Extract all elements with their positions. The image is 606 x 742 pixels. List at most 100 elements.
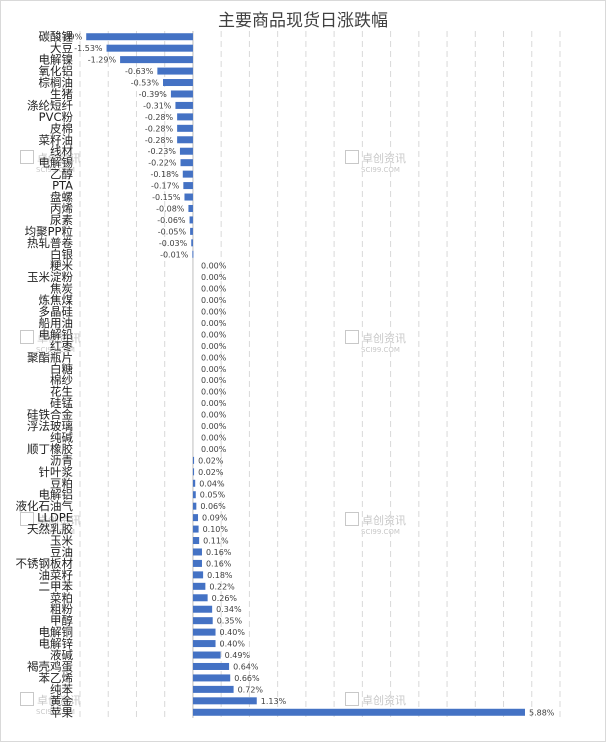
category-label: 菜粕 (50, 591, 73, 605)
bar (192, 628, 216, 636)
bar (175, 101, 193, 109)
data-label: -1.53% (74, 44, 103, 53)
bar (192, 651, 221, 659)
watermark-name: 卓创资讯 (37, 332, 81, 345)
data-label: 0.00% (201, 399, 227, 408)
category-label: 沥青 (50, 453, 73, 467)
bar (192, 514, 199, 522)
bar (192, 674, 231, 682)
category-label: 热轧普卷 (27, 236, 73, 250)
category-label: 豆粕 (50, 476, 73, 490)
data-label: -0.22% (148, 159, 177, 168)
data-label: 0.40% (220, 640, 246, 649)
bar (192, 640, 216, 648)
bar (192, 571, 204, 579)
bar (192, 537, 200, 545)
category-label: 玉米淀粉 (27, 270, 73, 284)
category-label: 液化石油气 (16, 499, 74, 513)
category-label: 天然乳胶 (27, 522, 73, 536)
watermark-name: 卓创资讯 (362, 694, 406, 707)
watermark-site: SCI99.COM (36, 166, 75, 174)
category-label: 玉米 (50, 534, 73, 548)
category-label: 棉纱 (50, 373, 73, 387)
category-label: 油菜籽 (39, 568, 74, 582)
category-label: 电解锌 (39, 637, 74, 651)
category-label: 纯碱 (50, 430, 73, 444)
watermark-name: 卓创资讯 (362, 152, 406, 165)
category-label: 纯苯 (50, 682, 73, 696)
category-label: 尿素 (50, 213, 73, 227)
bar (177, 113, 193, 121)
bar (183, 182, 193, 190)
category-label: 大豆 (50, 41, 73, 55)
data-label: 0.00% (201, 342, 227, 351)
category-label: 菜籽油 (39, 133, 74, 147)
category-label: PVC粉 (39, 110, 74, 124)
watermark-site: SCI99.COM (361, 346, 400, 354)
category-label: 炼焦煤 (39, 293, 74, 307)
bar (106, 44, 193, 52)
data-label: 0.49% (225, 651, 251, 660)
watermark-site: SCI99.COM (36, 708, 75, 716)
category-label: 均聚PP粒 (25, 224, 73, 238)
category-label: 乙醇 (50, 167, 73, 181)
data-label: 0.16% (206, 548, 232, 557)
data-label: 0.18% (207, 571, 233, 580)
category-label: 电解铝 (39, 488, 74, 502)
bar (86, 33, 193, 41)
bar (192, 582, 206, 590)
data-label: -0.28% (145, 124, 174, 133)
bar (184, 193, 193, 201)
bar (189, 216, 193, 224)
data-label: 0.02% (198, 456, 224, 465)
bar (192, 525, 199, 533)
category-label: 粳米 (50, 259, 73, 273)
data-label: -0.08% (156, 204, 185, 213)
data-label: 0.00% (201, 353, 227, 362)
category-label: 针叶浆 (39, 465, 74, 479)
bar (192, 697, 257, 705)
data-label: 0.00% (201, 308, 227, 317)
chart-title: 主要商品现货日涨跌幅 (218, 11, 388, 31)
category-label: 皮棉 (50, 121, 73, 135)
data-label: 0.00% (201, 262, 227, 271)
data-label: 0.00% (201, 411, 227, 420)
data-label: -0.63% (125, 67, 154, 76)
category-label: 浮法玻璃 (27, 419, 73, 433)
watermark-site: SCI99.COM (361, 166, 400, 174)
category-label: 二甲苯 (39, 579, 74, 593)
category-label: 氧化铝 (39, 64, 74, 78)
bar (180, 159, 193, 167)
category-label: 多晶硅 (39, 305, 74, 319)
data-label: 0.00% (201, 296, 227, 305)
category-label: 苯乙烯 (39, 671, 74, 685)
data-label: 0.00% (201, 388, 227, 397)
data-label: 0.00% (201, 365, 227, 374)
watermark-name: 卓创资讯 (37, 514, 81, 527)
watermark-logo-icon (345, 692, 359, 706)
bar (192, 468, 195, 476)
data-label: -0.03% (159, 239, 188, 248)
bar (179, 147, 193, 155)
bar (191, 239, 193, 247)
data-label: -1.89% (54, 33, 83, 42)
category-label: 聚酯瓶片 (27, 350, 73, 364)
data-label: 0.40% (220, 628, 246, 637)
category-label: 硅锰 (50, 396, 73, 410)
data-label: 0.34% (216, 605, 242, 614)
category-label: 丙烯 (50, 201, 73, 215)
bar (120, 56, 193, 64)
data-label: 0.11% (203, 537, 229, 546)
data-label: 0.72% (238, 685, 264, 694)
bar (192, 617, 213, 625)
data-label: 0.16% (206, 559, 232, 568)
watermark-logo-icon (20, 692, 34, 706)
data-label: 0.02% (198, 468, 224, 477)
data-label: -0.31% (143, 101, 172, 110)
